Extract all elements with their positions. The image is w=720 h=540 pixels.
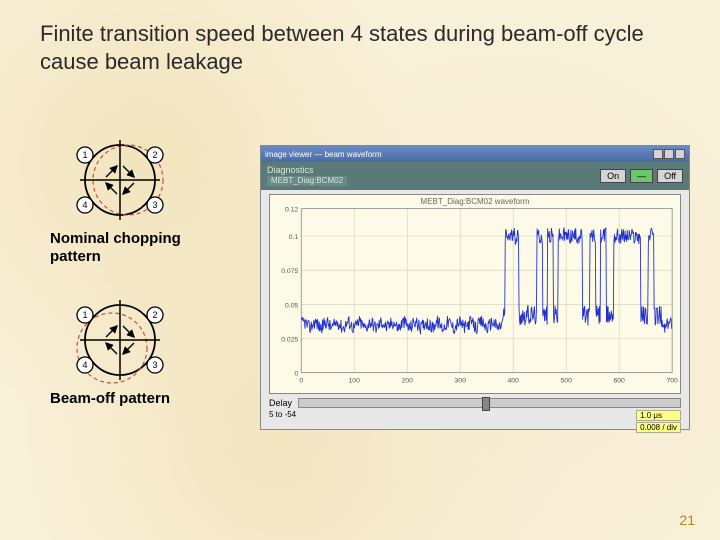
- svg-text:2: 2: [152, 310, 157, 320]
- label-beamoff: Beam-off pattern: [50, 390, 230, 408]
- scope-window: image viewer — beam waveform Diagnostics…: [260, 145, 690, 430]
- maximize-icon[interactable]: [664, 149, 674, 159]
- diagnostics-group: Diagnostics MEBT_Diag:BCM02: [267, 166, 347, 187]
- status-1: 1.0 μs: [636, 410, 681, 421]
- delay-label: Delay: [269, 398, 292, 408]
- svg-text:500: 500: [560, 377, 572, 384]
- minimize-icon[interactable]: [653, 149, 663, 159]
- scope-window-title: image viewer — beam waveform: [265, 150, 381, 159]
- svg-text:0: 0: [294, 371, 298, 378]
- status-2: 0.008 / div: [636, 422, 681, 433]
- on-button[interactable]: On: [600, 169, 626, 183]
- page-number: 21: [679, 512, 695, 528]
- scope-bottom-bar: Delay: [261, 396, 689, 410]
- trigger-button[interactable]: —: [630, 169, 653, 183]
- diagram-beamoff: 1 2 3 4: [50, 290, 190, 395]
- scope-status: 5 to -54 1.0 μs 0.008 / div: [261, 410, 689, 434]
- svg-text:200: 200: [402, 377, 414, 384]
- svg-text:3: 3: [152, 360, 157, 370]
- svg-text:0.12: 0.12: [285, 207, 298, 214]
- svg-text:100: 100: [349, 377, 361, 384]
- scope-toolbar: Diagnostics MEBT_Diag:BCM02 On — Off: [261, 162, 689, 190]
- svg-text:1: 1: [82, 310, 87, 320]
- svg-text:3: 3: [152, 200, 157, 210]
- scope-plot: MEBT_Diag:BCM02 waveform 00.0250.050.075…: [269, 194, 681, 394]
- off-button[interactable]: Off: [657, 169, 683, 183]
- svg-text:0: 0: [299, 377, 303, 384]
- diagnostics-label: Diagnostics: [267, 166, 347, 176]
- svg-text:0.1: 0.1: [289, 234, 299, 241]
- record-label: 5 to -54: [269, 410, 296, 434]
- svg-text:1: 1: [82, 150, 87, 160]
- scope-titlebar: image viewer — beam waveform: [261, 146, 689, 162]
- svg-text:600: 600: [613, 377, 625, 384]
- close-icon[interactable]: [675, 149, 685, 159]
- diagram-nominal: 1 2 3 4: [50, 130, 190, 235]
- svg-text:700: 700: [666, 377, 678, 384]
- slide-title: Finite transition speed between 4 states…: [40, 20, 680, 75]
- label-nominal: Nominal chopping pattern: [50, 230, 230, 266]
- window-buttons: [653, 149, 685, 159]
- svg-text:0.075: 0.075: [281, 268, 298, 275]
- svg-text:400: 400: [507, 377, 519, 384]
- svg-text:300: 300: [455, 377, 467, 384]
- delay-slider[interactable]: [298, 398, 681, 408]
- svg-text:4: 4: [82, 360, 87, 370]
- svg-text:4: 4: [82, 200, 87, 210]
- svg-text:2: 2: [152, 150, 157, 160]
- status-readouts: 1.0 μs 0.008 / div: [636, 410, 681, 434]
- slider-thumb[interactable]: [482, 397, 490, 411]
- svg-text:0.025: 0.025: [281, 336, 298, 343]
- svg-text:0.05: 0.05: [285, 302, 298, 309]
- diagnostics-channel: MEBT_Diag:BCM02: [267, 176, 347, 187]
